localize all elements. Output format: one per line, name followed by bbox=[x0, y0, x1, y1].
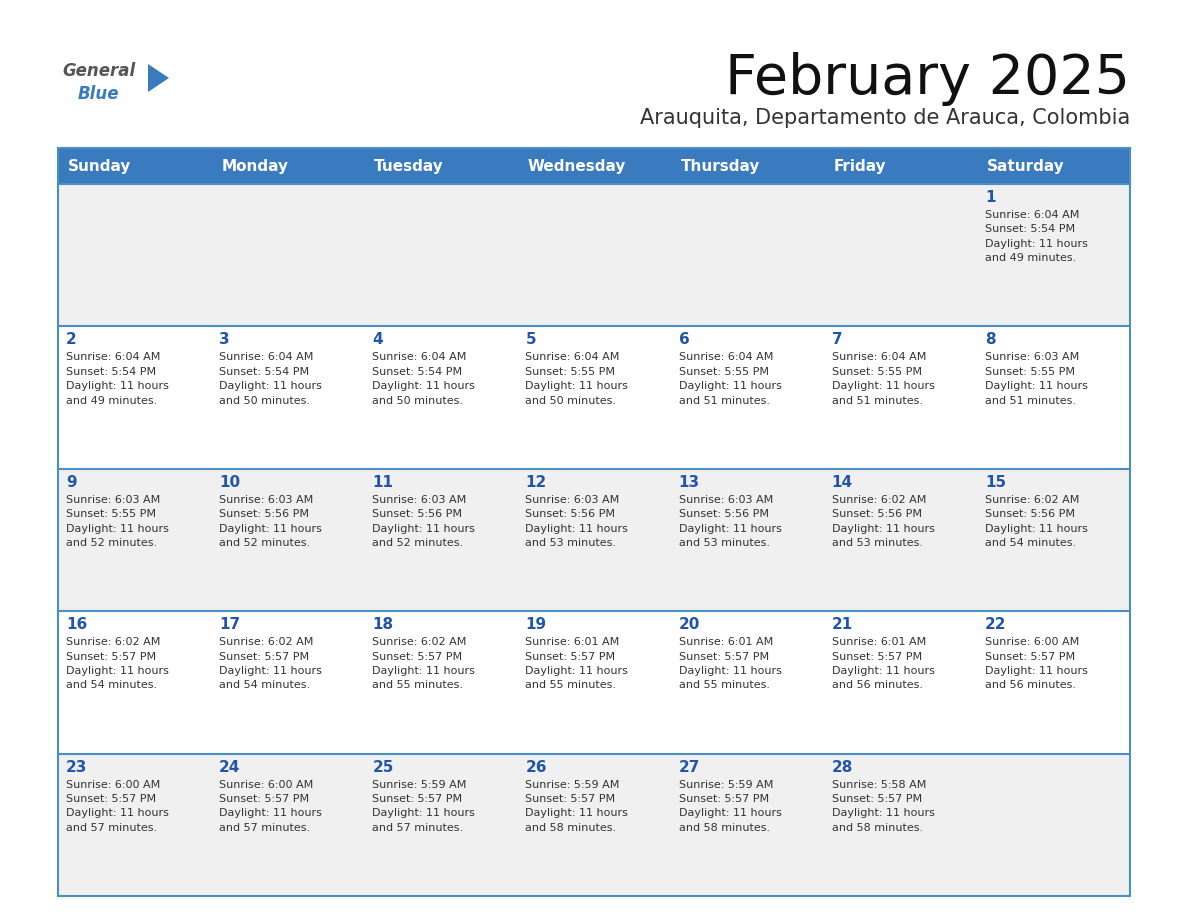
Text: 16: 16 bbox=[67, 617, 87, 633]
Text: 11: 11 bbox=[372, 475, 393, 490]
Text: 20: 20 bbox=[678, 617, 700, 633]
Text: Sunrise: 6:03 AM
Sunset: 5:55 PM
Daylight: 11 hours
and 51 minutes.: Sunrise: 6:03 AM Sunset: 5:55 PM Dayligh… bbox=[985, 353, 1088, 406]
Text: Sunrise: 6:04 AM
Sunset: 5:54 PM
Daylight: 11 hours
and 49 minutes.: Sunrise: 6:04 AM Sunset: 5:54 PM Dayligh… bbox=[67, 353, 169, 406]
Text: General: General bbox=[62, 62, 135, 80]
Bar bbox=[58, 469, 1130, 611]
Bar bbox=[58, 184, 1130, 327]
Text: Sunrise: 6:03 AM
Sunset: 5:56 PM
Daylight: 11 hours
and 53 minutes.: Sunrise: 6:03 AM Sunset: 5:56 PM Dayligh… bbox=[678, 495, 782, 548]
Text: Blue: Blue bbox=[78, 85, 120, 103]
Text: 9: 9 bbox=[67, 475, 76, 490]
Text: 17: 17 bbox=[219, 617, 240, 633]
Text: Sunrise: 6:01 AM
Sunset: 5:57 PM
Daylight: 11 hours
and 55 minutes.: Sunrise: 6:01 AM Sunset: 5:57 PM Dayligh… bbox=[678, 637, 782, 690]
Text: Sunrise: 6:03 AM
Sunset: 5:56 PM
Daylight: 11 hours
and 52 minutes.: Sunrise: 6:03 AM Sunset: 5:56 PM Dayligh… bbox=[219, 495, 322, 548]
Text: 2: 2 bbox=[67, 332, 77, 347]
Text: Sunrise: 5:59 AM
Sunset: 5:57 PM
Daylight: 11 hours
and 57 minutes.: Sunrise: 5:59 AM Sunset: 5:57 PM Dayligh… bbox=[372, 779, 475, 833]
Text: 19: 19 bbox=[525, 617, 546, 633]
Text: 25: 25 bbox=[372, 759, 393, 775]
Text: 1: 1 bbox=[985, 190, 996, 205]
Text: Sunrise: 6:03 AM
Sunset: 5:56 PM
Daylight: 11 hours
and 52 minutes.: Sunrise: 6:03 AM Sunset: 5:56 PM Dayligh… bbox=[372, 495, 475, 548]
Text: Sunrise: 6:00 AM
Sunset: 5:57 PM
Daylight: 11 hours
and 56 minutes.: Sunrise: 6:00 AM Sunset: 5:57 PM Dayligh… bbox=[985, 637, 1088, 690]
Text: 14: 14 bbox=[832, 475, 853, 490]
Text: 12: 12 bbox=[525, 475, 546, 490]
Text: 13: 13 bbox=[678, 475, 700, 490]
Text: 27: 27 bbox=[678, 759, 700, 775]
Text: Tuesday: Tuesday bbox=[374, 159, 444, 174]
Text: Sunrise: 6:02 AM
Sunset: 5:57 PM
Daylight: 11 hours
and 54 minutes.: Sunrise: 6:02 AM Sunset: 5:57 PM Dayligh… bbox=[219, 637, 322, 690]
Text: 6: 6 bbox=[678, 332, 689, 347]
Text: Sunrise: 6:04 AM
Sunset: 5:54 PM
Daylight: 11 hours
and 50 minutes.: Sunrise: 6:04 AM Sunset: 5:54 PM Dayligh… bbox=[372, 353, 475, 406]
Text: 8: 8 bbox=[985, 332, 996, 347]
Text: Saturday: Saturday bbox=[987, 159, 1064, 174]
Bar bbox=[58, 148, 1130, 184]
Text: Arauquita, Departamento de Arauca, Colombia: Arauquita, Departamento de Arauca, Colom… bbox=[640, 108, 1130, 128]
Text: Sunrise: 5:59 AM
Sunset: 5:57 PM
Daylight: 11 hours
and 58 minutes.: Sunrise: 5:59 AM Sunset: 5:57 PM Dayligh… bbox=[678, 779, 782, 833]
Text: Thursday: Thursday bbox=[681, 159, 760, 174]
Text: February 2025: February 2025 bbox=[725, 52, 1130, 106]
Text: 28: 28 bbox=[832, 759, 853, 775]
Text: Sunrise: 6:00 AM
Sunset: 5:57 PM
Daylight: 11 hours
and 57 minutes.: Sunrise: 6:00 AM Sunset: 5:57 PM Dayligh… bbox=[219, 779, 322, 833]
Text: Sunrise: 6:01 AM
Sunset: 5:57 PM
Daylight: 11 hours
and 56 minutes.: Sunrise: 6:01 AM Sunset: 5:57 PM Dayligh… bbox=[832, 637, 935, 690]
Text: 22: 22 bbox=[985, 617, 1006, 633]
Text: Wednesday: Wednesday bbox=[527, 159, 626, 174]
Text: Sunrise: 6:02 AM
Sunset: 5:56 PM
Daylight: 11 hours
and 53 minutes.: Sunrise: 6:02 AM Sunset: 5:56 PM Dayligh… bbox=[832, 495, 935, 548]
Polygon shape bbox=[148, 64, 169, 92]
Text: 21: 21 bbox=[832, 617, 853, 633]
Text: Sunrise: 6:02 AM
Sunset: 5:57 PM
Daylight: 11 hours
and 54 minutes.: Sunrise: 6:02 AM Sunset: 5:57 PM Dayligh… bbox=[67, 637, 169, 690]
Text: 5: 5 bbox=[525, 332, 536, 347]
Text: Sunrise: 6:04 AM
Sunset: 5:54 PM
Daylight: 11 hours
and 49 minutes.: Sunrise: 6:04 AM Sunset: 5:54 PM Dayligh… bbox=[985, 210, 1088, 263]
Text: Sunrise: 5:58 AM
Sunset: 5:57 PM
Daylight: 11 hours
and 58 minutes.: Sunrise: 5:58 AM Sunset: 5:57 PM Dayligh… bbox=[832, 779, 935, 833]
Text: 24: 24 bbox=[219, 759, 240, 775]
Text: 7: 7 bbox=[832, 332, 842, 347]
Text: Sunday: Sunday bbox=[68, 159, 132, 174]
Text: Sunrise: 6:04 AM
Sunset: 5:54 PM
Daylight: 11 hours
and 50 minutes.: Sunrise: 6:04 AM Sunset: 5:54 PM Dayligh… bbox=[219, 353, 322, 406]
Text: Sunrise: 5:59 AM
Sunset: 5:57 PM
Daylight: 11 hours
and 58 minutes.: Sunrise: 5:59 AM Sunset: 5:57 PM Dayligh… bbox=[525, 779, 628, 833]
Text: 4: 4 bbox=[372, 332, 383, 347]
Bar bbox=[58, 327, 1130, 469]
Text: Sunrise: 6:02 AM
Sunset: 5:57 PM
Daylight: 11 hours
and 55 minutes.: Sunrise: 6:02 AM Sunset: 5:57 PM Dayligh… bbox=[372, 637, 475, 690]
Text: Friday: Friday bbox=[834, 159, 886, 174]
Bar bbox=[58, 611, 1130, 754]
Text: 15: 15 bbox=[985, 475, 1006, 490]
Text: Monday: Monday bbox=[221, 159, 289, 174]
Text: Sunrise: 6:04 AM
Sunset: 5:55 PM
Daylight: 11 hours
and 51 minutes.: Sunrise: 6:04 AM Sunset: 5:55 PM Dayligh… bbox=[678, 353, 782, 406]
Text: Sunrise: 6:00 AM
Sunset: 5:57 PM
Daylight: 11 hours
and 57 minutes.: Sunrise: 6:00 AM Sunset: 5:57 PM Dayligh… bbox=[67, 779, 169, 833]
Text: Sunrise: 6:04 AM
Sunset: 5:55 PM
Daylight: 11 hours
and 51 minutes.: Sunrise: 6:04 AM Sunset: 5:55 PM Dayligh… bbox=[832, 353, 935, 406]
Text: 10: 10 bbox=[219, 475, 240, 490]
Text: 23: 23 bbox=[67, 759, 88, 775]
Text: Sunrise: 6:03 AM
Sunset: 5:55 PM
Daylight: 11 hours
and 52 minutes.: Sunrise: 6:03 AM Sunset: 5:55 PM Dayligh… bbox=[67, 495, 169, 548]
Bar bbox=[58, 754, 1130, 896]
Text: Sunrise: 6:03 AM
Sunset: 5:56 PM
Daylight: 11 hours
and 53 minutes.: Sunrise: 6:03 AM Sunset: 5:56 PM Dayligh… bbox=[525, 495, 628, 548]
Text: 18: 18 bbox=[372, 617, 393, 633]
Text: 26: 26 bbox=[525, 759, 546, 775]
Text: Sunrise: 6:01 AM
Sunset: 5:57 PM
Daylight: 11 hours
and 55 minutes.: Sunrise: 6:01 AM Sunset: 5:57 PM Dayligh… bbox=[525, 637, 628, 690]
Text: Sunrise: 6:02 AM
Sunset: 5:56 PM
Daylight: 11 hours
and 54 minutes.: Sunrise: 6:02 AM Sunset: 5:56 PM Dayligh… bbox=[985, 495, 1088, 548]
Text: 3: 3 bbox=[219, 332, 229, 347]
Text: Sunrise: 6:04 AM
Sunset: 5:55 PM
Daylight: 11 hours
and 50 minutes.: Sunrise: 6:04 AM Sunset: 5:55 PM Dayligh… bbox=[525, 353, 628, 406]
